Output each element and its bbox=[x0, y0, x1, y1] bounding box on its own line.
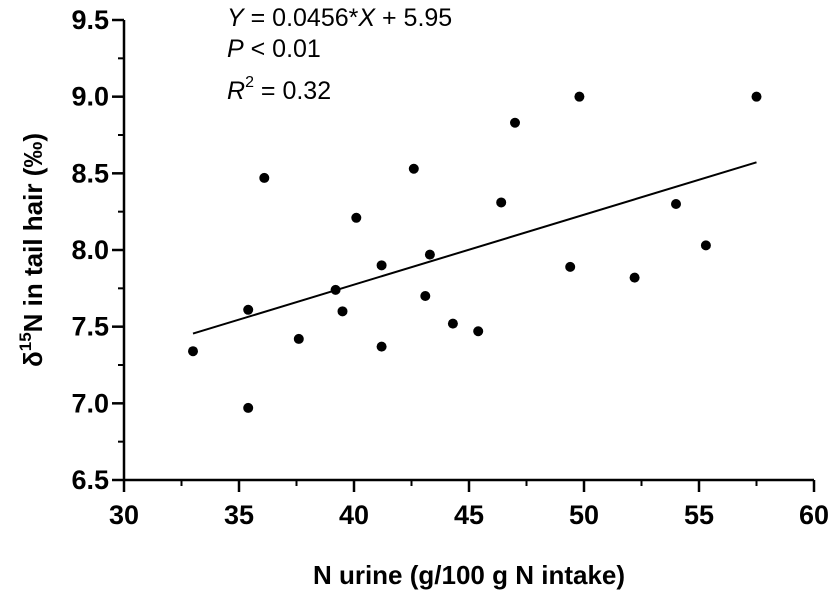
data-point bbox=[330, 284, 341, 295]
data-point bbox=[259, 172, 270, 183]
y-tick-label: 9.5 bbox=[71, 5, 109, 35]
x-tick-label: 40 bbox=[339, 500, 369, 530]
regression-line bbox=[192, 161, 757, 335]
data-point bbox=[293, 333, 304, 344]
p-value-annotation: P < 0.01 bbox=[227, 35, 321, 63]
r-squared-annotation: R2 = 0.32 bbox=[227, 74, 331, 105]
data-point bbox=[751, 91, 762, 102]
x-tick-label: 35 bbox=[224, 500, 254, 530]
data-point bbox=[376, 341, 387, 352]
y-tick-label: 9.0 bbox=[71, 82, 109, 112]
data-point bbox=[496, 197, 507, 208]
x-tick-label: 60 bbox=[799, 500, 829, 530]
x-axis-ticks: 30 35 40 45 50 55 60 bbox=[109, 480, 829, 530]
y-tick-label: 8.0 bbox=[71, 235, 109, 265]
data-point bbox=[243, 402, 254, 413]
data-point bbox=[337, 306, 348, 317]
data-point bbox=[376, 260, 387, 271]
regression-line-group bbox=[192, 161, 757, 335]
data-point bbox=[510, 117, 520, 128]
x-tick-label: 45 bbox=[454, 500, 484, 530]
x-axis-title: N urine (g/100 g N intake) bbox=[313, 560, 625, 590]
data-point bbox=[243, 304, 254, 315]
data-point bbox=[574, 91, 585, 102]
data-point bbox=[408, 163, 419, 174]
data-point bbox=[473, 326, 484, 337]
data-point bbox=[700, 240, 711, 251]
y-axis-title: δ15N in tail hair (‰) bbox=[16, 133, 48, 367]
y-tick-label: 7.0 bbox=[71, 388, 109, 418]
data-point bbox=[188, 346, 198, 357]
y-axis-ticks: 6.5 7.0 7.5 8.0 8.5 9.0 9.5 bbox=[71, 5, 124, 495]
y-tick-label: 7.5 bbox=[71, 312, 109, 342]
y-tick-label: 6.5 bbox=[71, 465, 109, 495]
data-point bbox=[420, 291, 431, 301]
data-point bbox=[424, 249, 435, 260]
data-point bbox=[447, 318, 458, 329]
data-point bbox=[671, 199, 681, 209]
regression-equation: Y = 0.0456*X + 5.95 bbox=[227, 4, 452, 32]
data-point bbox=[565, 261, 576, 272]
x-tick-label: 55 bbox=[684, 500, 714, 530]
x-tick-label: 50 bbox=[569, 500, 599, 530]
x-tick-label: 30 bbox=[109, 500, 139, 530]
data-point bbox=[351, 212, 362, 223]
data-points bbox=[188, 91, 762, 413]
data-point bbox=[629, 272, 640, 283]
y-tick-label: 8.5 bbox=[71, 158, 109, 188]
